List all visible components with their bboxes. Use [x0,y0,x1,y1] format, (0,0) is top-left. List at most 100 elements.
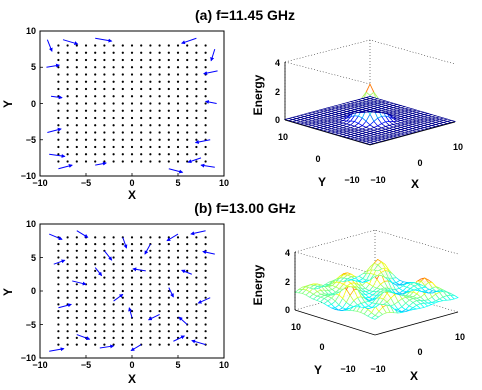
panel-b-lattice-dot [130,303,134,306]
panel-b-lattice-dot [176,316,180,319]
panel-a-lattice-dot [57,80,60,83]
panel-b-lattice-dot [130,263,134,266]
panel-b-lattice-dot [84,343,88,346]
panel-a-lattice-dot [158,138,161,141]
panel-a-lattice-dot [57,153,60,156]
panel-a-lattice-dot [140,124,143,127]
panel-b-ytick-5: −10 [21,353,36,363]
panel-b-lattice-dot [204,263,207,266]
panel-a-lattice-dot [103,116,106,120]
panel-b-lattice-dot [149,263,152,266]
panel-a-lattice-dot [167,145,170,149]
panel-a-lattice-dot [158,145,161,149]
panel-b-lattice-dot [176,236,180,239]
panel-b-lattice-dot [66,269,69,272]
panel-b-lattice-dot [66,249,69,252]
panel-b-vector-arrow [76,334,91,340]
panel-a-ytick-4: −5 [26,135,36,145]
panel-a-surf-ytick-2: 0 [315,154,320,164]
panel-a-lattice-dot [103,87,106,91]
panel-a-lattice-dot [158,124,161,127]
panel-b-surf-xtick-1: −10 [370,364,385,374]
panel-a-lattice-dot [75,160,78,163]
panel-a-lattice-dot [57,145,60,149]
panel-b-lattice-dot [167,323,170,326]
panel-b-lattice-dot [94,336,97,339]
panel-a-surf-ylabel: Y [318,175,326,189]
panel-a-lattice-dot [94,73,97,76]
panel-b-lattice-dot [121,303,124,306]
panel-a-lattice-dot [195,58,198,62]
panel-b-lattice-dot [57,303,60,306]
panel-a-lattice-dot [167,80,170,83]
panel-a-lattice-dot [66,116,69,120]
panel-a-surf-ytick-1: 10 [278,132,288,142]
panel-a-lattice-dot [75,109,78,112]
panel-a-lattice-dot [176,138,180,141]
panel-a-lattice-dot [186,124,189,127]
panel-b-xtick-3: 0 [129,360,134,370]
panel-a-lattice-dot [176,109,180,112]
panel-b-lattice-dot [158,236,161,239]
panel-b-lattice-dot [84,303,88,306]
panel-a-lattice-dot [149,153,152,156]
panel-b-lattice-dot [140,256,143,259]
panel-a-lattice-dot [66,58,69,62]
panel-a-lattice-dot [103,160,106,163]
panel-b-lattice-dot [149,256,152,259]
panel-a-lattice-dot [176,124,180,127]
panel-a-lattice-dot [57,73,60,76]
panel-a-lattice-dot [167,73,170,76]
panel-b-xtick-4: 5 [175,360,180,370]
panel-a-lattice-dot [94,116,97,120]
panel-a-lattice-dot [66,80,69,83]
panel-a-lattice-dot [140,73,143,76]
panel-a-lattice-dot [158,87,161,91]
panel-b-lattice-dot [130,330,134,333]
panel-a-lattice-dot [130,66,134,69]
panel-a-lattice-dot [75,51,78,54]
panel-b-lattice-dot [204,276,207,279]
panel-a-lattice-dot [94,145,97,149]
panel-a-lattice-dot [66,124,69,127]
panel-b-lattice-dot [149,336,152,339]
panel-b-ticks [39,223,225,359]
panel-a-lattice-dot [195,51,198,54]
panel-b-lattice-dot [66,316,69,319]
panel-a-lattice-dot [176,51,180,54]
panel-b-lattice-dot [66,330,69,333]
panel-b-ytick-3: 0 [31,286,36,296]
panel-a-lattice-dot [158,116,161,120]
panel-b-lattice-dot [103,276,106,279]
panel-a-lattice-dot [103,51,106,54]
panel-b-lattice-dot [130,249,134,252]
panel-b-lattice-dot [186,330,189,333]
panel-b-lattice-dot [75,343,78,346]
panel-a-lattice-dot [94,87,97,91]
panel-b-lattice-dot [149,283,152,286]
panel-a-lattice-dot [204,66,207,69]
panel-a-lattice-dot [130,44,134,47]
panel-a-lattice-dot [84,160,88,163]
panel-a-lattice-dot [176,95,180,98]
panel-b-lattice-dot [94,316,97,319]
panel-a-lattice-dot [186,138,189,141]
panel-a-lattice-dot [57,131,60,134]
panel-b-lattice-dot [176,276,180,279]
panel-b-lattice-dot [75,296,78,299]
panel-b-lattice-dot [94,243,97,246]
panel-b-lattice-dot [103,310,106,313]
panel-b-lattice-dot [121,330,124,333]
panel-a-lattice-dot [176,131,180,134]
panel-a-lattice-dot [130,58,134,62]
panel-a-lattice-dot [149,44,152,47]
panel-b-lattice-dot [204,316,207,319]
panel-a-lattice-dot [130,124,134,127]
panel-a-lattice-dot [204,145,207,149]
panel-b-lattice-dot [121,336,124,339]
panel-a-lattice-dot [103,124,106,127]
panel-b-vector-arrow [181,269,192,275]
panel-b-lattice-dot [158,256,161,259]
panel-b-lattice-dot [112,289,115,293]
panel-a-surface-plot: 4 2 0 Energy 10 0 −10 −10 0 10 Y X [251,39,463,191]
